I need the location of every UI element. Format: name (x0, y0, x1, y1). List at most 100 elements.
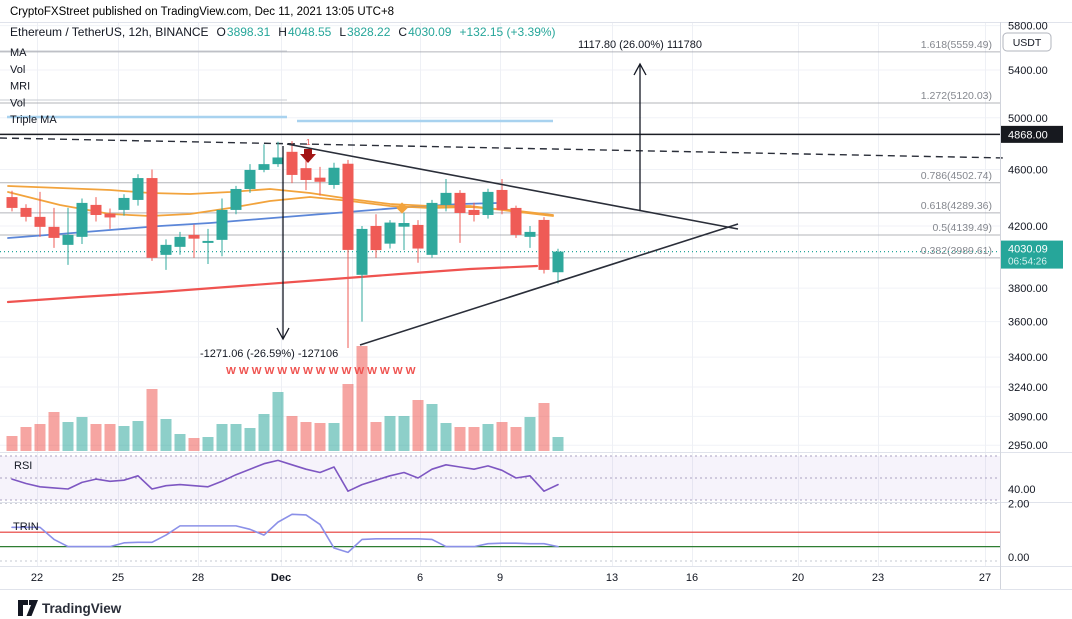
volume-bar (118, 426, 130, 451)
fib-label: 1.272(5120.03) (921, 90, 992, 102)
volume-bar (132, 421, 144, 451)
candle-body (314, 177, 326, 182)
candle-body (34, 216, 46, 227)
candle-body (62, 234, 74, 245)
symbol-ohlc-row: Ethereum / TetherUS, 12h, BINANCE O3898.3… (10, 25, 556, 39)
rsi-pane-label: RSI (14, 460, 32, 472)
indicator-label-vol: Vol (10, 64, 25, 76)
volume-bar (34, 424, 46, 451)
candle-body (286, 151, 298, 175)
ath-price-badge-label: 4868.00 (1008, 129, 1048, 141)
candle-body (48, 226, 60, 238)
price-tick-label: 3600.00 (1008, 317, 1048, 329)
time-tick-label: 9 (497, 572, 503, 584)
time-tick-label: 25 (112, 572, 124, 584)
candle-body (496, 189, 508, 210)
volume-bar (90, 424, 102, 451)
candle-body (440, 192, 452, 205)
tradingview-logo[interactable]: TradingView (18, 600, 122, 616)
volume-bar (300, 422, 312, 451)
fib-label: 0.382(3989.61) (921, 245, 992, 257)
candle-body (524, 231, 536, 237)
sell-arrow-icon (300, 149, 316, 163)
price-scale[interactable]: 5800.00 5400.00 5000.00 4600.00 4200.00 3800.… (1001, 21, 1063, 564)
candle-body (90, 204, 102, 215)
volume-bar (412, 400, 424, 451)
time-tick-label: 28 (192, 572, 204, 584)
time-tick-label: 27 (979, 572, 991, 584)
triangle-upper-trendline (286, 143, 739, 230)
volume-bar (510, 427, 522, 451)
volume-bar (188, 438, 200, 451)
candle-body (300, 168, 312, 180)
candle-body (426, 202, 438, 255)
trin-pane (0, 502, 1000, 562)
volume-bar (426, 404, 438, 451)
last-price-badge (1001, 240, 1063, 269)
rsi-pane (0, 455, 1000, 501)
candle-body (328, 167, 340, 185)
volume-bar (174, 434, 186, 451)
tv-logo-icon (18, 600, 28, 616)
indicator-label-triple-ma: Triple MA (10, 114, 57, 126)
volume-bar (440, 423, 452, 451)
diamond-marker-icon (396, 202, 408, 214)
volume-bar (76, 417, 88, 451)
ath-price-badge (1001, 125, 1063, 143)
time-scale[interactable]: 22 25 28 Dec 6 9 13 16 20 23 27 (31, 572, 991, 584)
candle-body (132, 178, 144, 200)
time-tick-label: 23 (872, 572, 884, 584)
fib-label: 1.618(5559.49) (921, 39, 992, 51)
candle-body (258, 164, 270, 170)
candle-body (104, 213, 116, 218)
fib-retracement: 1.618(5559.49) 1.272(5120.03) 0.786(4502.7… (0, 39, 1000, 259)
candle-body (244, 169, 256, 189)
tv-logo-icon-2 (26, 600, 38, 616)
candle-body (482, 191, 494, 215)
volume-bar (356, 346, 368, 451)
candle-body (118, 197, 130, 210)
volume-bar (258, 414, 270, 451)
candle-body (6, 197, 18, 208)
volume-bar (244, 428, 256, 451)
chart-canvas[interactable]: 1.618(5559.49) 1.272(5120.03) 0.786(4502.7… (0, 22, 1072, 590)
ma-red-line (6, 264, 539, 304)
volume-bar (328, 423, 340, 451)
candle-body (20, 207, 32, 217)
volume-bar (398, 416, 410, 451)
price-tick-label: 3800.00 (1008, 283, 1048, 295)
triangle-lower-trendline (359, 223, 739, 346)
up-measure-label: 1117.80 (26.00%) 111780 (578, 39, 702, 51)
price-tick-label: 4600.00 (1008, 165, 1048, 177)
rsi-line (11, 459, 559, 493)
candle-body (356, 228, 368, 275)
price-tick-label: 5000.00 (1008, 113, 1048, 125)
candle-body (468, 209, 480, 215)
volume-bar (62, 422, 74, 451)
candle-body (76, 202, 88, 237)
volume-bar (6, 436, 18, 451)
volume-bar (286, 416, 298, 451)
price-tick-label: 4200.00 (1008, 221, 1048, 233)
volume-bar (20, 427, 32, 451)
unit-badge-label: USDT (1013, 37, 1042, 49)
volume-bar (524, 417, 536, 451)
volume-bar (468, 427, 480, 451)
time-tick-label: 20 (792, 572, 804, 584)
volume-bar (160, 419, 172, 451)
volume-bar (272, 392, 284, 451)
price-tick-label: 3400.00 (1008, 352, 1048, 364)
candle-body (342, 163, 354, 250)
up-arrowhead-icon (633, 62, 647, 76)
attribution-text: CryptoFXStreet published on TradingView.… (10, 6, 394, 18)
candle-body (384, 222, 396, 244)
fib-label: 0.618(4289.36) (921, 200, 992, 212)
fib-label: 0.5(4139.49) (932, 222, 992, 234)
candle-body (272, 157, 284, 165)
volume-bar (342, 384, 354, 451)
volume-bar (538, 403, 550, 451)
time-tick-label: 16 (686, 572, 698, 584)
candle-body (454, 192, 466, 213)
